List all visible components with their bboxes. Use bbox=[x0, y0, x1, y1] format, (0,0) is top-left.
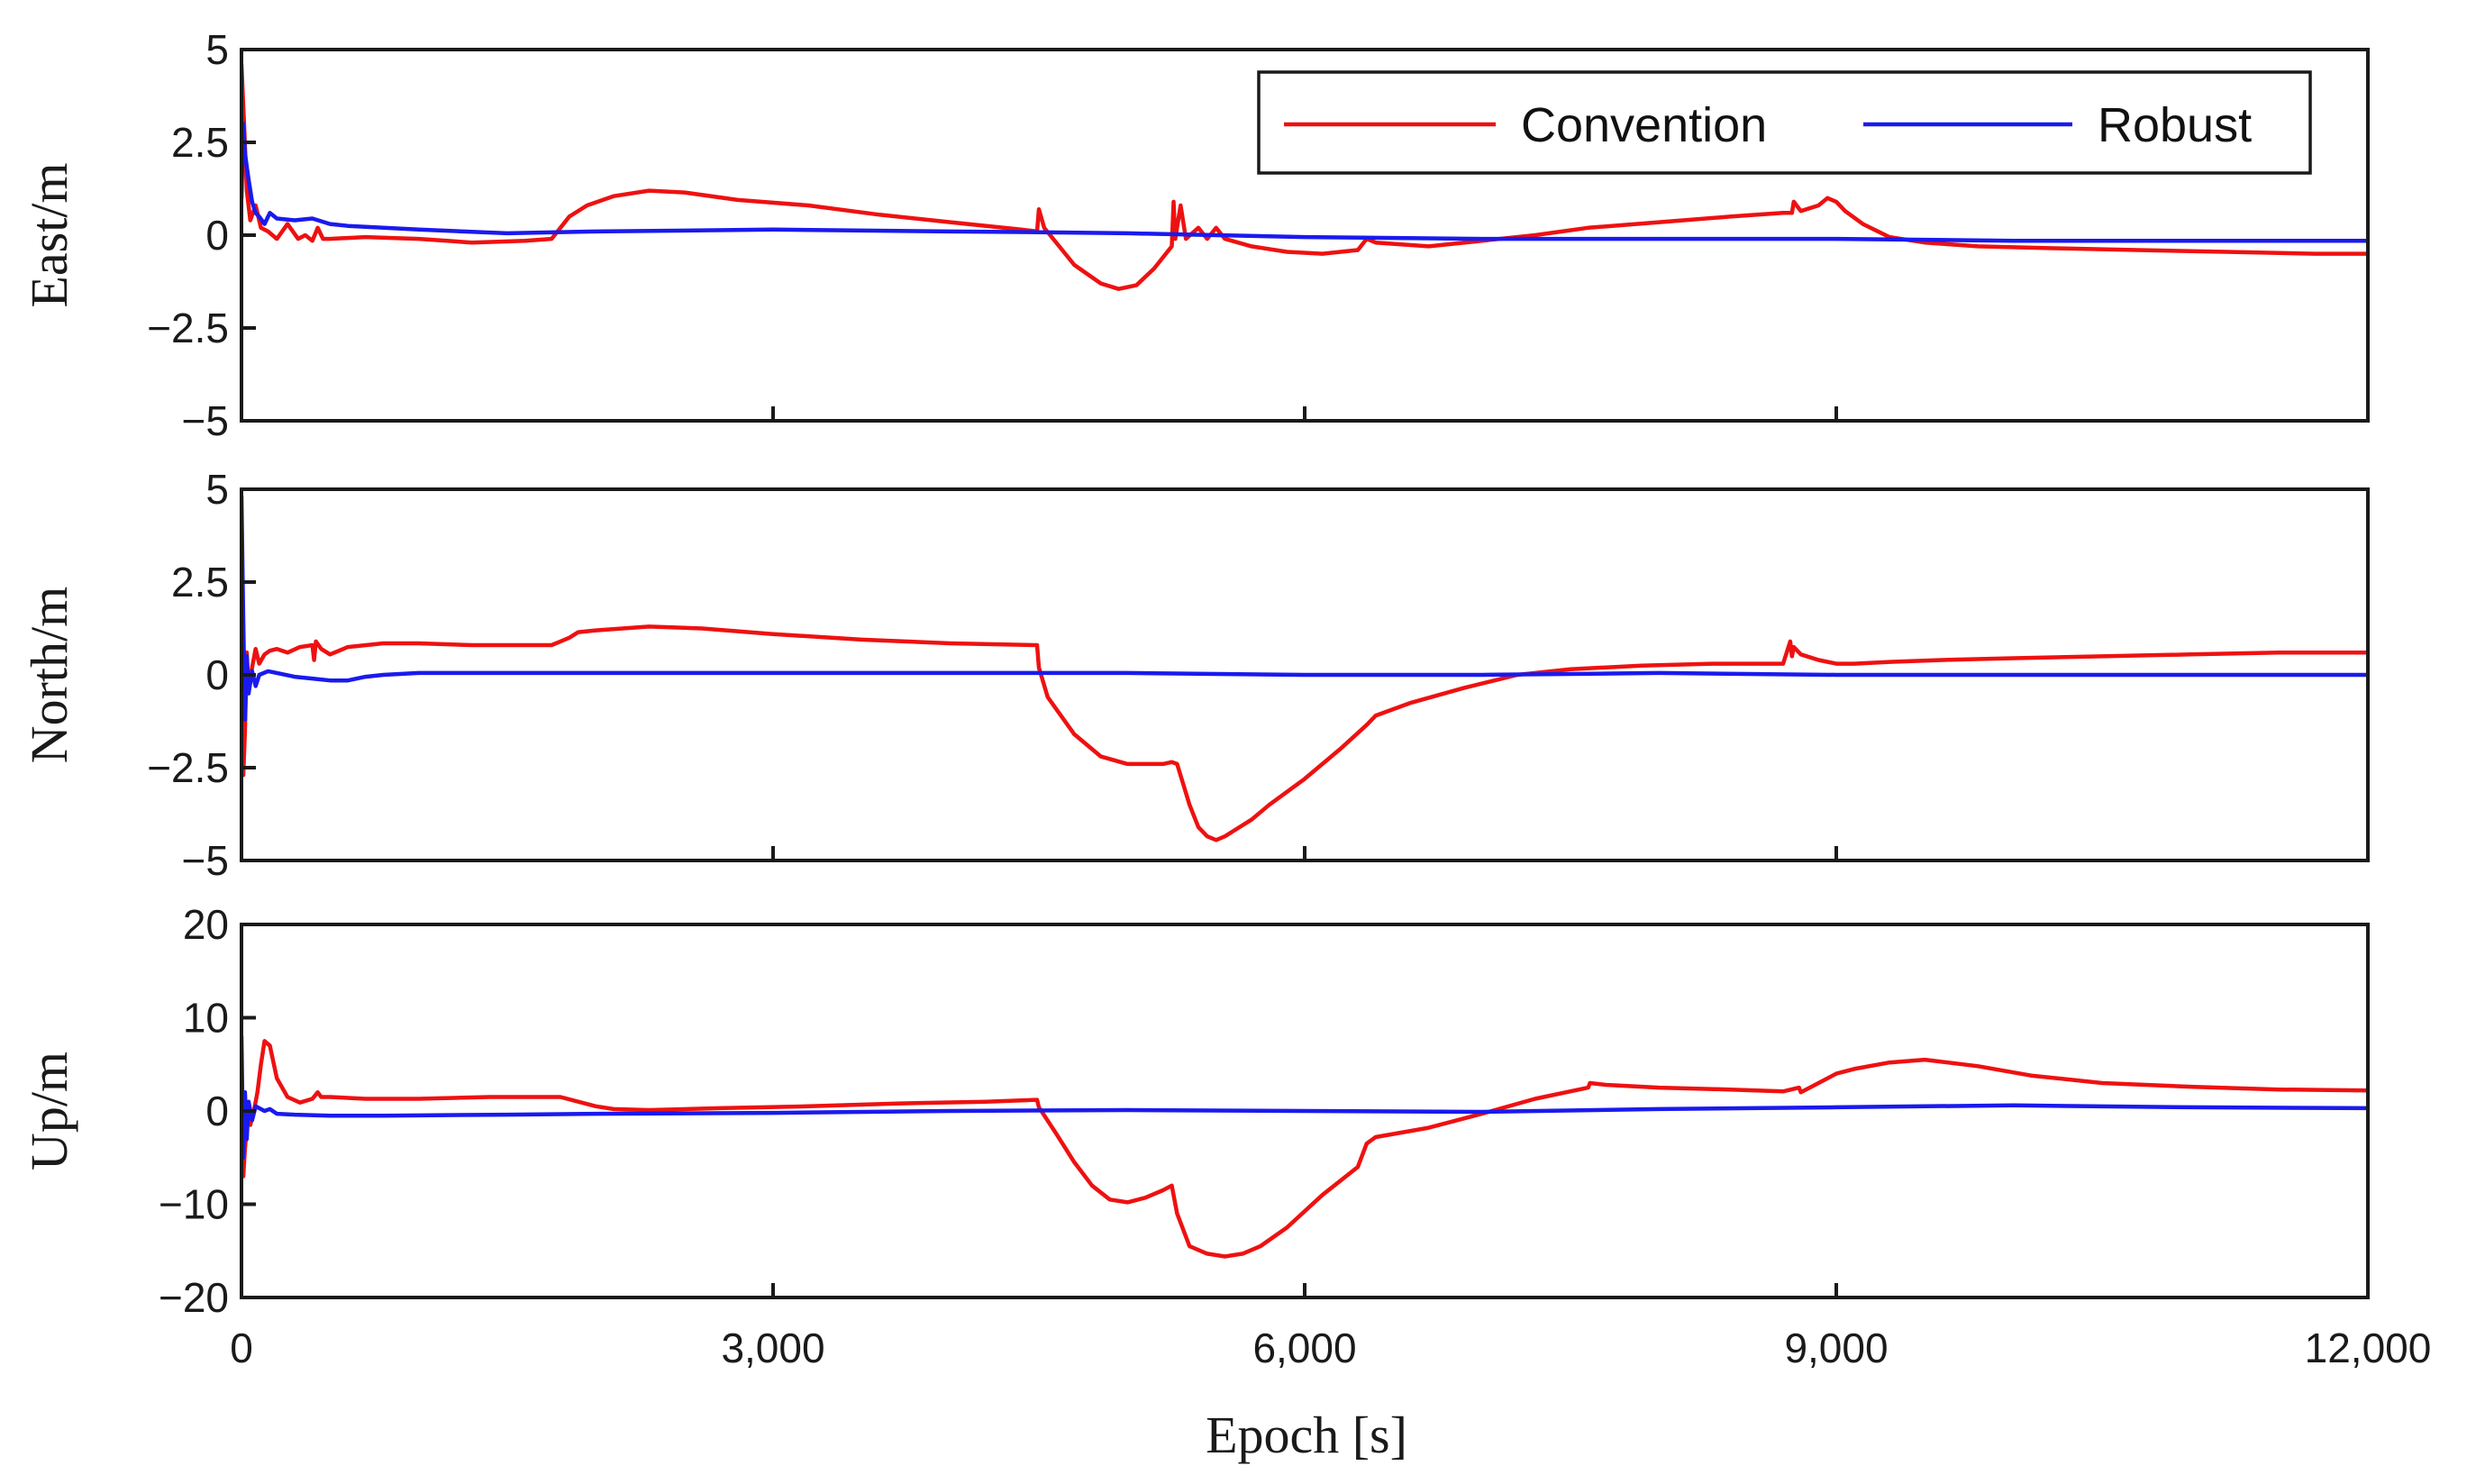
legend: Convention Robust bbox=[1257, 70, 2312, 175]
x-tick-label: 9,000 bbox=[1784, 1325, 1888, 1371]
x-axis-title: Epoch [s] bbox=[1206, 1406, 1407, 1464]
up-y-tick-label: 0 bbox=[205, 1088, 229, 1134]
north-y-tick-label: 5 bbox=[205, 466, 229, 513]
panel-north: 5 2.5 0 −2.5 −5 North/m bbox=[20, 466, 2370, 884]
north-series-robust bbox=[241, 494, 2368, 722]
east-y-axis-title: East/m bbox=[20, 162, 78, 307]
north-y-tick-label: 2.5 bbox=[171, 559, 229, 605]
east-series-robust bbox=[241, 122, 2368, 243]
up-series-convention bbox=[241, 1039, 2368, 1259]
x-tick-label: 6,000 bbox=[1252, 1325, 1356, 1371]
north-y-axis-title: North/m bbox=[20, 587, 78, 764]
east-y-tick-label: 5 bbox=[205, 26, 229, 73]
up-y-tick-label: −10 bbox=[159, 1181, 229, 1228]
legend-label-robust: Robust bbox=[2098, 98, 2252, 152]
east-series-convention bbox=[241, 62, 2368, 291]
north-y-tick-label: −5 bbox=[182, 837, 229, 884]
x-tick-label: 3,000 bbox=[721, 1325, 824, 1371]
north-series-convention bbox=[241, 624, 2368, 842]
panel-east: 5 2.5 0 −2.5 −5 East/m bbox=[20, 26, 2370, 444]
east-y-tick-label: 2.5 bbox=[171, 119, 229, 166]
up-series-robust bbox=[241, 1033, 2368, 1161]
panel-up: 20 10 0 −10 −20 Up/m bbox=[20, 901, 2370, 1321]
up-y-tick-label: 10 bbox=[183, 995, 229, 1042]
x-tick-labels: 0 3,000 6,000 9,000 12,000 bbox=[230, 1325, 2431, 1371]
up-y-axis-title: Up/m bbox=[20, 1052, 78, 1170]
x-tick-label: 0 bbox=[230, 1325, 253, 1371]
east-y-tick-label: 0 bbox=[205, 212, 229, 259]
x-tick-label: 12,000 bbox=[2305, 1325, 2432, 1371]
legend-label-convention: Convention bbox=[1521, 98, 1767, 152]
north-y-tick-label: −2.5 bbox=[147, 744, 229, 791]
north-y-tick-label: 0 bbox=[205, 651, 229, 698]
east-y-tick-label: −2.5 bbox=[147, 305, 229, 351]
up-y-tick-label: −20 bbox=[159, 1274, 229, 1321]
east-y-tick-label: −5 bbox=[182, 397, 229, 444]
up-y-tick-label: 20 bbox=[183, 901, 229, 948]
